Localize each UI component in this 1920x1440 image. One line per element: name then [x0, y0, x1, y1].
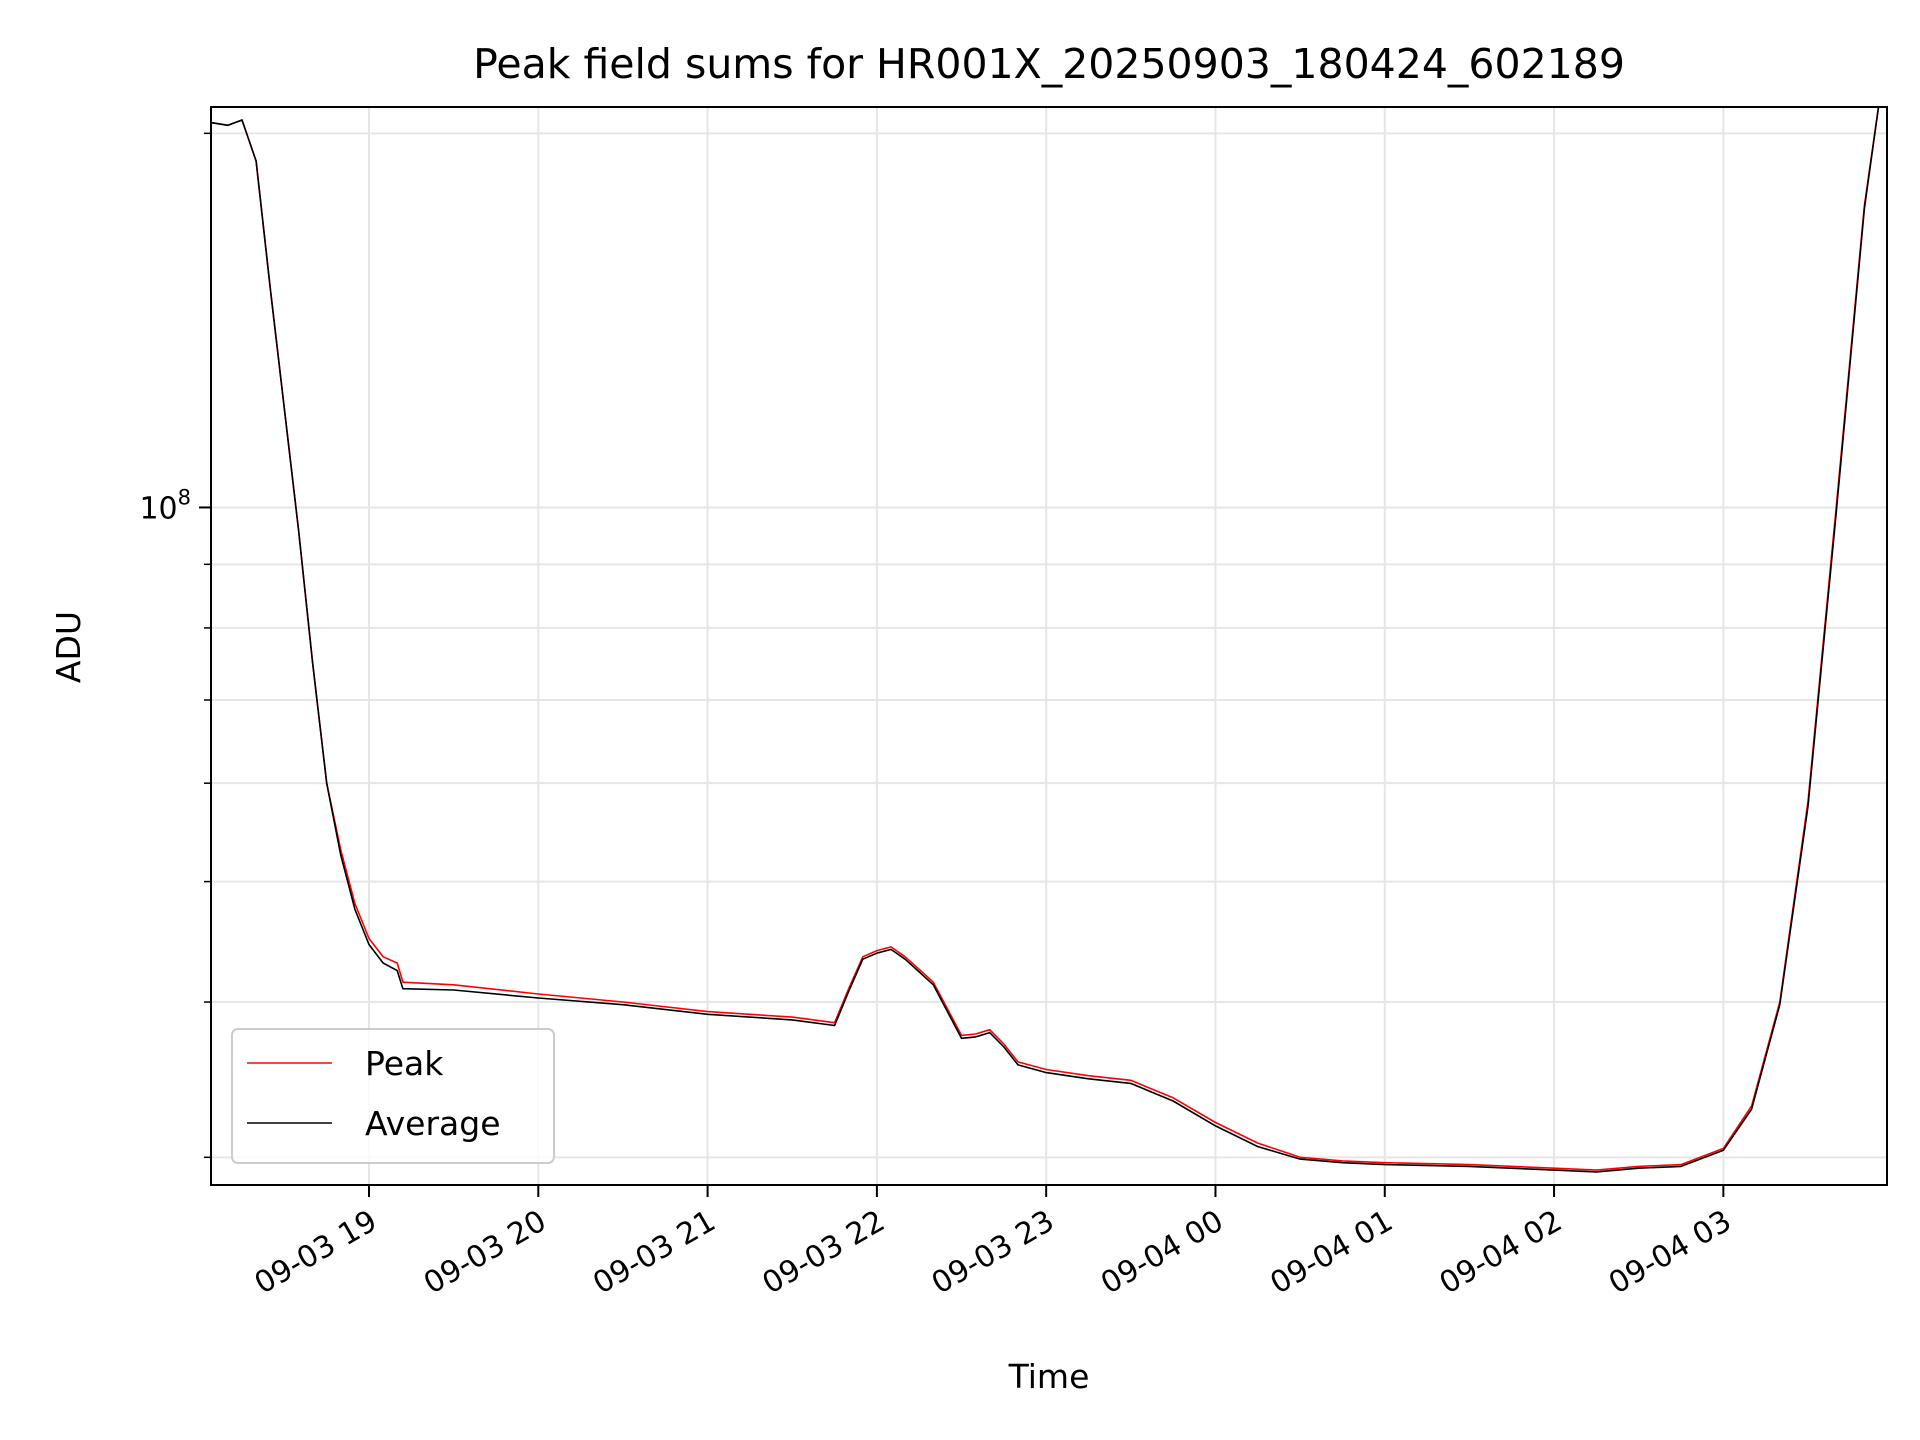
series-layer: [210, 106, 1880, 1173]
legend-average-label: Average: [365, 1104, 501, 1143]
series-line-average: [210, 106, 1880, 1173]
y-axis-label: ADU: [49, 611, 88, 683]
grid-lines: [211, 107, 1887, 1185]
legend-peak-label: Peak: [365, 1044, 444, 1083]
y-tick-label: 108: [139, 485, 191, 526]
series-line-peak: [210, 106, 1880, 1171]
legend: Peak Average: [231, 1028, 555, 1164]
x-axis-label: Time: [1008, 1357, 1090, 1396]
y-axis-ticks: 108: [139, 132, 211, 1159]
chart-title: Peak field sums for HR001X_20250903_1804…: [473, 40, 1625, 88]
plot-frame: [210, 106, 1888, 1186]
